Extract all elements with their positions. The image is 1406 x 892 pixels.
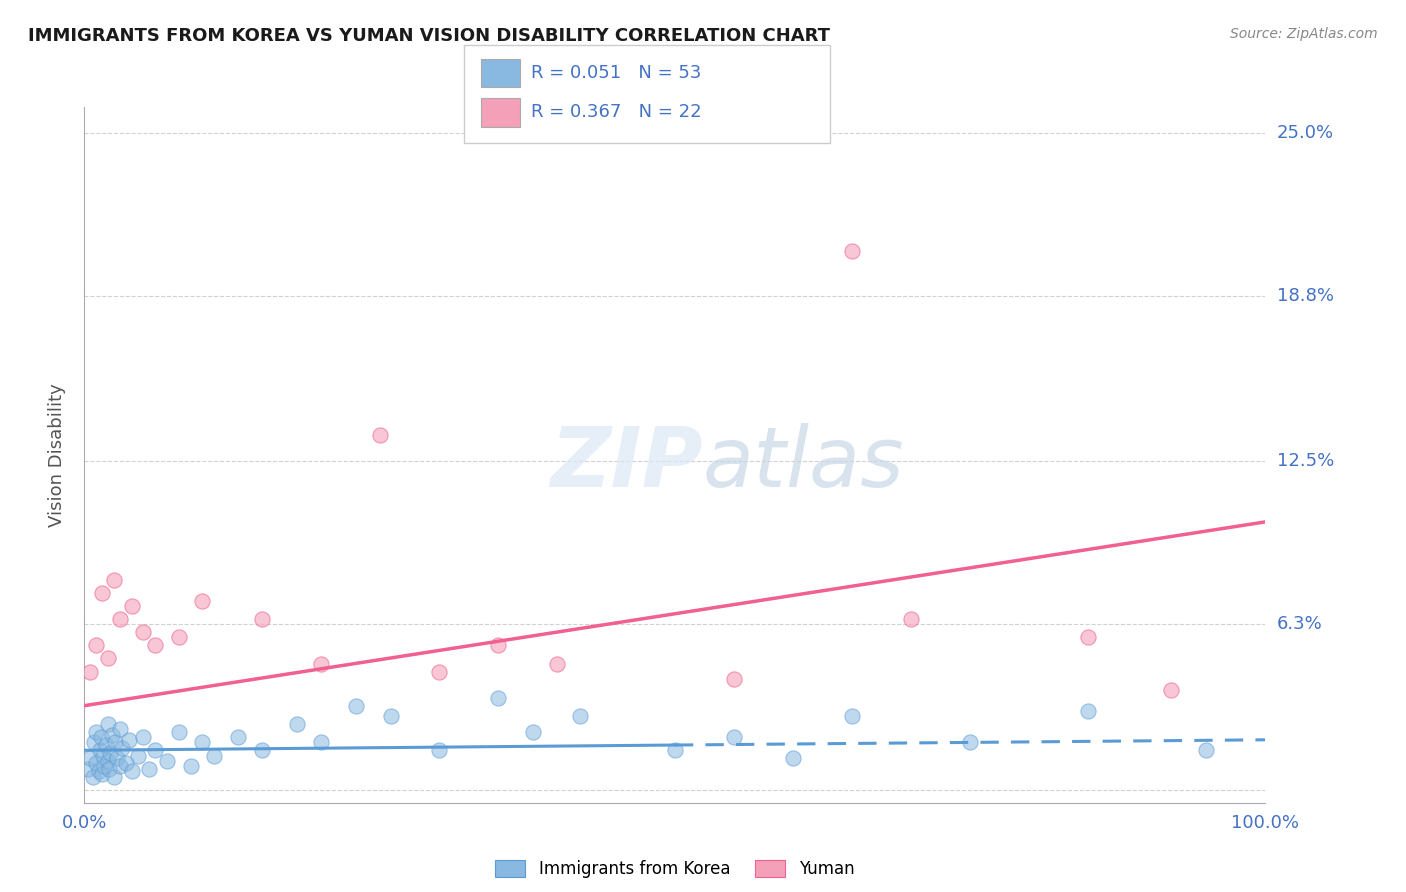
Point [309,657,332,671]
Point [84,638,107,652]
Point [127,748,149,763]
Point [79,751,101,765]
Point [1077,631,1099,645]
Point [118,732,141,747]
Point [180,759,202,773]
Point [84,725,107,739]
Point [132,730,155,744]
Text: 18.8%: 18.8% [1277,287,1333,305]
Point [427,665,450,679]
Point [107,751,129,765]
Point [226,730,249,744]
Point [309,735,332,749]
Y-axis label: Vision Disability: Vision Disability [48,383,66,527]
Point [121,599,143,613]
Point [380,709,402,723]
Point [344,698,367,713]
Point [285,717,308,731]
Point [94,738,117,752]
Point [138,762,160,776]
Point [782,751,804,765]
Point [569,709,592,723]
Point [98,762,121,776]
Text: Source: ZipAtlas.com: Source: ZipAtlas.com [1230,27,1378,41]
Point [723,730,745,744]
Point [91,748,114,763]
Point [87,764,110,779]
Point [108,723,131,737]
Point [959,735,981,749]
Point [486,638,509,652]
Point [108,612,131,626]
Point [89,743,111,757]
Point [83,735,105,749]
Text: ZIP: ZIP [550,424,703,504]
Point [91,767,114,781]
Point [84,756,107,771]
Point [202,748,225,763]
Point [250,743,273,757]
Point [103,770,125,784]
Point [191,735,214,749]
Point [368,428,391,442]
Text: 25.0%: 25.0% [1277,124,1334,143]
Point [91,586,114,600]
Point [486,690,509,705]
Point [98,746,121,760]
Text: R = 0.367   N = 22: R = 0.367 N = 22 [531,103,702,121]
Point [1077,704,1099,718]
Point [546,657,568,671]
Point [104,735,127,749]
Point [82,770,104,784]
Point [156,754,179,768]
Legend: Immigrants from Korea, Yuman: Immigrants from Korea, Yuman [489,854,860,885]
Text: 12.5%: 12.5% [1277,452,1334,470]
Point [108,759,131,773]
Text: 6.3%: 6.3% [1277,615,1322,633]
Point [1195,743,1218,757]
Point [97,651,120,665]
Point [250,612,273,626]
Point [841,244,863,259]
Point [167,631,190,645]
Point [121,764,143,779]
Point [90,730,112,744]
Point [111,740,134,755]
Point [427,743,450,757]
Text: atlas: atlas [703,424,904,504]
Point [79,665,101,679]
Point [97,717,120,731]
Point [522,725,544,739]
Point [100,727,122,741]
Point [167,725,190,739]
Point [103,573,125,587]
Point [97,754,120,768]
Point [841,709,863,723]
Point [93,759,115,773]
Text: IMMIGRANTS FROM KOREA VS YUMAN VISION DISABILITY CORRELATION CHART: IMMIGRANTS FROM KOREA VS YUMAN VISION DI… [28,27,830,45]
Point [114,756,136,771]
Point [1160,682,1182,697]
Text: R = 0.051   N = 53: R = 0.051 N = 53 [531,64,702,82]
Point [664,743,686,757]
Point [143,743,166,757]
Point [191,593,214,607]
Point [900,612,922,626]
Point [143,638,166,652]
Point [723,673,745,687]
Point [132,625,155,640]
Point [77,762,100,776]
